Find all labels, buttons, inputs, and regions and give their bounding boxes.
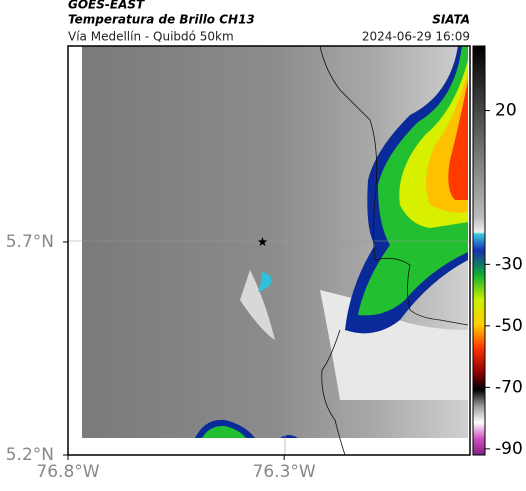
colorbar	[472, 45, 486, 456]
datetime: 2024-06-29 16:09	[362, 30, 470, 44]
satellite-image	[67, 45, 471, 456]
lon-tick-label: 76.8°W	[36, 462, 99, 482]
colorbar-tick-label: -70	[495, 377, 523, 397]
cold-cloud	[202, 425, 246, 438]
colorbar-tick-label: -90	[495, 439, 523, 459]
colorbar-tick-label: -30	[495, 254, 523, 274]
colorbar-tick-label: -50	[495, 316, 523, 336]
lat-tick-label: 5.7°N	[6, 232, 54, 252]
title: Temperatura de Brillo CH13	[68, 13, 255, 27]
bright-cloud	[240, 270, 275, 340]
cold-cloud	[448, 80, 468, 200]
colorbar-tick-label: 20	[495, 101, 517, 121]
cold-cloud	[280, 435, 298, 438]
location-marker	[257, 237, 268, 246]
lon-tick-label: 76.3°W	[253, 462, 316, 482]
lat-tick-label: 5.2°N	[6, 445, 54, 465]
border	[321, 329, 346, 456]
cold-cloud	[258, 272, 272, 292]
organization: SIATA	[432, 13, 470, 27]
map-frame	[67, 45, 471, 456]
source: GOES-EAST	[68, 0, 145, 12]
subtitle: Vía Medellín - Quibdó 50km	[68, 30, 234, 44]
border	[319, 45, 469, 326]
header: GOES-EAST Temperatura de Brillo CH13 SIA…	[68, 0, 470, 44]
